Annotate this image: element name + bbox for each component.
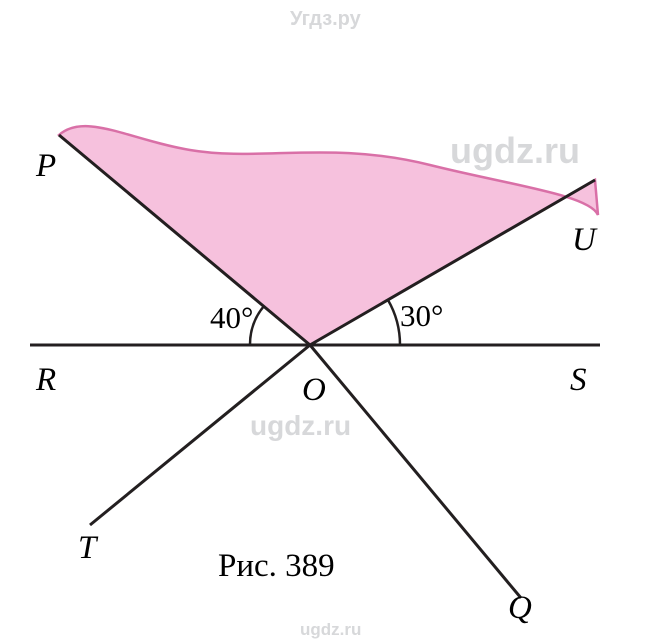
figure-caption: Рис. 389 [218, 548, 335, 585]
label-q: Q [508, 590, 532, 627]
label-r: R [36, 362, 56, 399]
shaded-region [59, 126, 598, 345]
label-u: U [572, 222, 596, 259]
line-oq [310, 345, 521, 598]
label-s: S [570, 362, 587, 399]
label-t: T [78, 530, 96, 567]
angle-arc-30 [388, 300, 400, 345]
angle-label-30: 30° [400, 298, 443, 334]
angle-label-40: 40° [210, 300, 253, 336]
line-ot [90, 345, 310, 525]
label-p: P [36, 148, 56, 185]
geometry-diagram [0, 0, 658, 642]
label-o: O [302, 372, 326, 409]
